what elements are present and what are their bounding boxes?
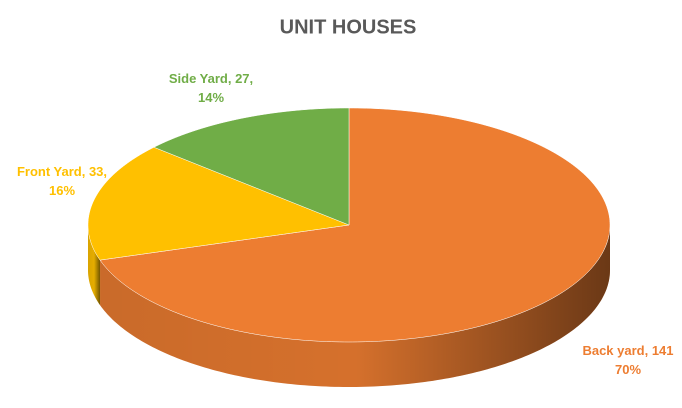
data-label-percent: 16% [49, 183, 75, 198]
data-label: Front Yard, 33, 16% [17, 164, 107, 198]
slice-side-shade [88, 225, 101, 306]
chart-title: UNIT HOUSES [280, 16, 417, 38]
slice-side-shade [100, 225, 610, 387]
data-label-name: Back yard, 141 [582, 343, 673, 358]
slice [87, 146, 350, 261]
data-label: Side Yard, 27, 14% [169, 71, 253, 105]
data-label-percent: 70% [615, 362, 641, 377]
slice [153, 107, 350, 226]
data-label-name: Side Yard, 27, [169, 71, 253, 86]
data-label: Back yard, 141 70% [582, 343, 673, 377]
data-label-name: Front Yard, 33, [17, 164, 107, 179]
slice [99, 107, 611, 343]
data-label-percent: 14% [198, 90, 224, 105]
